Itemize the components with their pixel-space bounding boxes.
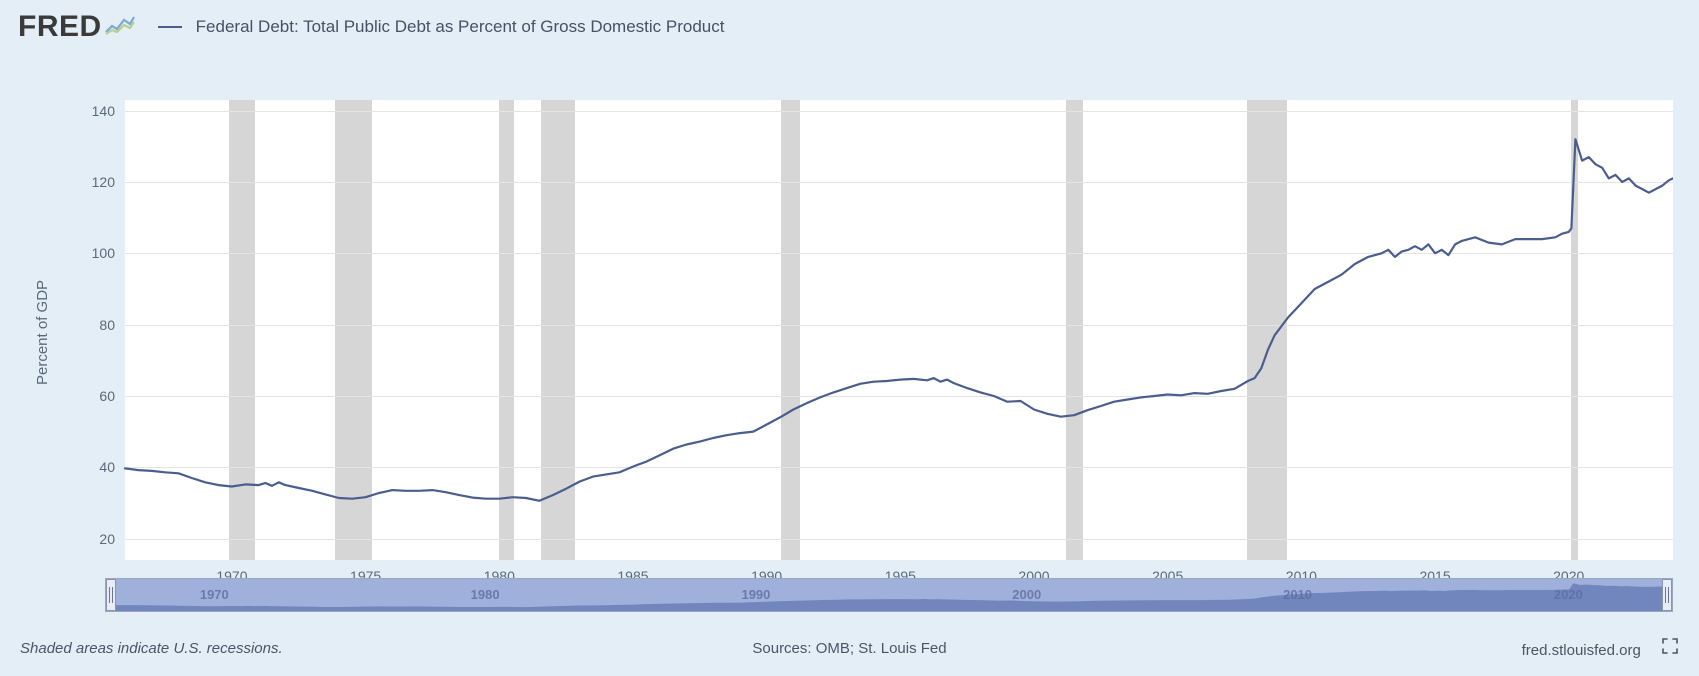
range-handle-left[interactable] — [106, 579, 116, 611]
fred-logo[interactable]: FRED — [18, 10, 136, 44]
range-mini-chart — [106, 579, 1672, 611]
legend-line-swatch — [158, 26, 182, 28]
range-x-tick: 2000 — [1012, 587, 1041, 602]
range-x-tick: 1990 — [741, 587, 770, 602]
expand-icon[interactable] — [1661, 637, 1679, 655]
chart-area[interactable]: Percent of GDP 2040608010012014019701975… — [0, 48, 1699, 558]
range-selector[interactable]: 1970 1980 1990 2000 2010 2020 — [105, 578, 1673, 612]
chart-footer: Shaded areas indicate U.S. recessions. S… — [0, 628, 1699, 668]
logo-text: FRED — [18, 10, 102, 44]
series-title[interactable]: Federal Debt: Total Public Debt as Perce… — [196, 17, 725, 37]
range-handle-right[interactable] — [1662, 579, 1672, 611]
footer-right: fred.stlouisfed.org — [1522, 637, 1679, 659]
sources-text: Sources: OMB; St. Louis Fed — [752, 640, 946, 657]
range-x-tick: 2020 — [1554, 587, 1583, 602]
chart-header: FRED Federal Debt: Total Public Debt as … — [0, 0, 1699, 48]
series-line — [0, 48, 1673, 562]
range-x-tick: 1970 — [200, 587, 229, 602]
recession-note: Shaded areas indicate U.S. recessions. — [20, 640, 283, 657]
range-x-tick: 2010 — [1283, 587, 1312, 602]
fred-link[interactable]: fred.stlouisfed.org — [1522, 642, 1641, 659]
range-x-tick: 1980 — [471, 587, 500, 602]
logo-chart-icon — [104, 10, 136, 44]
